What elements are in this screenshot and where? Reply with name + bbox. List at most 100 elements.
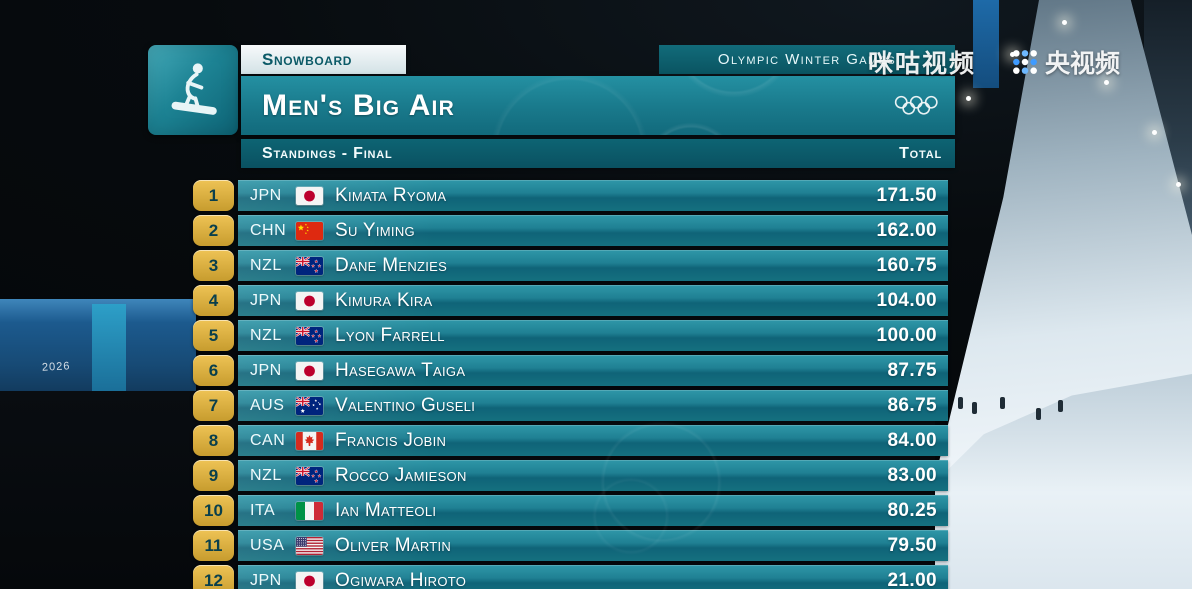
- score-value: 21.00: [887, 569, 937, 589]
- standings-header-bar: Standings - Final Total: [241, 139, 955, 168]
- country-code: NZL: [250, 466, 282, 484]
- flag-nzl-icon: [296, 256, 323, 275]
- country-code: CHN: [250, 221, 287, 239]
- flag-aus-icon: [296, 396, 323, 415]
- standings-row: 5 NZL Lyon Farrell 100.00: [193, 320, 948, 351]
- migu-watermark: 咪咕视频: [868, 50, 977, 78]
- venue-light: [1010, 52, 1015, 57]
- country-code: JPN: [250, 186, 282, 204]
- country-code: JPN: [250, 571, 282, 589]
- flag-usa-icon: [296, 536, 323, 555]
- country-code: JPN: [250, 361, 282, 379]
- athlete-name: Kimura Kira: [335, 289, 433, 311]
- athlete-result-bar: CHN Su Yiming 162.00: [238, 215, 948, 246]
- rank-badge: 3: [193, 250, 234, 281]
- games-label: Olympic Winter Games: [717, 51, 897, 68]
- score-value: 86.75: [887, 394, 937, 416]
- flag-jpn-icon: [296, 571, 323, 589]
- rank-badge: 11: [193, 530, 234, 561]
- standings-row: 12 JPN Ogiwara Hiroto 21.00: [193, 565, 948, 589]
- score-value: 80.25: [887, 499, 937, 521]
- score-value: 87.75: [887, 359, 937, 381]
- athlete-result-bar: AUS Valentino Guseli 86.75: [238, 390, 948, 421]
- standings-row: 3 NZL Dane Menzies 160.75: [193, 250, 948, 281]
- venue-light: [1062, 20, 1067, 25]
- standings-row: 8 CAN Francis Jobin 84.00: [193, 425, 948, 456]
- spectator: [1036, 408, 1041, 420]
- flag-nzl-icon: [296, 326, 323, 345]
- venue-light: [1152, 130, 1157, 135]
- athlete-result-bar: JPN Kimura Kira 104.00: [238, 285, 948, 316]
- rank-badge: 4: [193, 285, 234, 316]
- cctv-logo-icon: [1013, 50, 1037, 74]
- total-column-label: Total: [899, 144, 942, 162]
- standings-row: 6 JPN Hasegawa Taiga 87.75: [193, 355, 948, 386]
- snowboard-pictogram-box: [148, 45, 238, 135]
- rank-badge: 7: [193, 390, 234, 421]
- score-value: 162.00: [876, 219, 937, 241]
- event-title: Men's Big Air: [262, 88, 455, 122]
- country-code: JPN: [250, 291, 282, 309]
- score-value: 79.50: [887, 534, 937, 556]
- athlete-name: Ian Matteoli: [335, 499, 437, 521]
- athlete-name: Dane Menzies: [335, 254, 448, 276]
- rank-badge: 6: [193, 355, 234, 386]
- score-value: 100.00: [876, 324, 937, 346]
- standings-row: 7 AUS Valentino Guseli 86.75: [193, 390, 948, 421]
- standings-row: 9 NZL Rocco Jamieson 83.00: [193, 460, 948, 491]
- sport-tab: Snowboard: [241, 45, 406, 74]
- athlete-name: Valentino Guseli: [335, 394, 476, 416]
- standings-subtitle: Standings - Final: [262, 144, 393, 162]
- standings-row: 1 JPN Kimata Ryoma 171.50: [193, 180, 948, 211]
- games-bar: Olympic Winter Games: [659, 45, 955, 74]
- rank-badge: 5: [193, 320, 234, 351]
- spectator: [1000, 397, 1005, 409]
- rank-badge: 1: [193, 180, 234, 211]
- athlete-result-bar: JPN Hasegawa Taiga 87.75: [238, 355, 948, 386]
- standings-row: 11 USA Oliver Martin 79.50: [193, 530, 948, 561]
- country-code: NZL: [250, 326, 282, 344]
- athlete-result-bar: NZL Dane Menzies 160.75: [238, 250, 948, 281]
- flag-nzl-icon: [296, 466, 323, 485]
- athlete-result-bar: NZL Rocco Jamieson 83.00: [238, 460, 948, 491]
- athlete-name: Hasegawa Taiga: [335, 359, 466, 381]
- flag-jpn-icon: [296, 291, 323, 310]
- country-code: USA: [250, 536, 285, 554]
- athlete-result-bar: JPN Ogiwara Hiroto 21.00: [238, 565, 948, 589]
- athlete-name: Su Yiming: [335, 219, 415, 241]
- rank-badge: 10: [193, 495, 234, 526]
- rank-badge: 2: [193, 215, 234, 246]
- rank-badge: 12: [193, 565, 234, 589]
- standings-rows: 1 JPN Kimata Ryoma 171.50 2 CHN Su Yimin…: [193, 180, 948, 589]
- standings-row: 4 JPN Kimura Kira 104.00: [193, 285, 948, 316]
- athlete-name: Ogiwara Hiroto: [335, 569, 467, 589]
- standings-row: 2 CHN Su Yiming 162.00: [193, 215, 948, 246]
- score-value: 104.00: [876, 289, 937, 311]
- venue-light: [1104, 80, 1109, 85]
- athlete-result-bar: NZL Lyon Farrell 100.00: [238, 320, 948, 351]
- spectator: [958, 397, 963, 409]
- country-code: CAN: [250, 431, 286, 449]
- athlete-name: Lyon Farrell: [335, 324, 445, 346]
- venue-banner: [973, 0, 999, 88]
- athlete-result-bar: ITA Ian Matteoli 80.25: [238, 495, 948, 526]
- cctv-watermark-label: 央视频: [1045, 50, 1121, 78]
- venue-light: [1176, 182, 1181, 187]
- olympic-rings-icon: [894, 95, 938, 115]
- sport-label: Snowboard: [262, 49, 353, 69]
- athlete-result-bar: CAN Francis Jobin 84.00: [238, 425, 948, 456]
- venue-light: [966, 96, 971, 101]
- athlete-name: Francis Jobin: [335, 429, 447, 451]
- athlete-result-bar: USA Oliver Martin 79.50: [238, 530, 948, 561]
- venue-fence-panel: [92, 304, 126, 393]
- event-title-bar: Men's Big Air: [241, 76, 955, 135]
- snowboarder-icon: [171, 63, 217, 115]
- rank-badge: 8: [193, 425, 234, 456]
- flag-ita-icon: [296, 501, 323, 520]
- country-code: NZL: [250, 256, 282, 274]
- flag-chn-icon: [296, 221, 323, 240]
- flag-jpn-icon: [296, 361, 323, 380]
- athlete-name: Rocco Jamieson: [335, 464, 467, 486]
